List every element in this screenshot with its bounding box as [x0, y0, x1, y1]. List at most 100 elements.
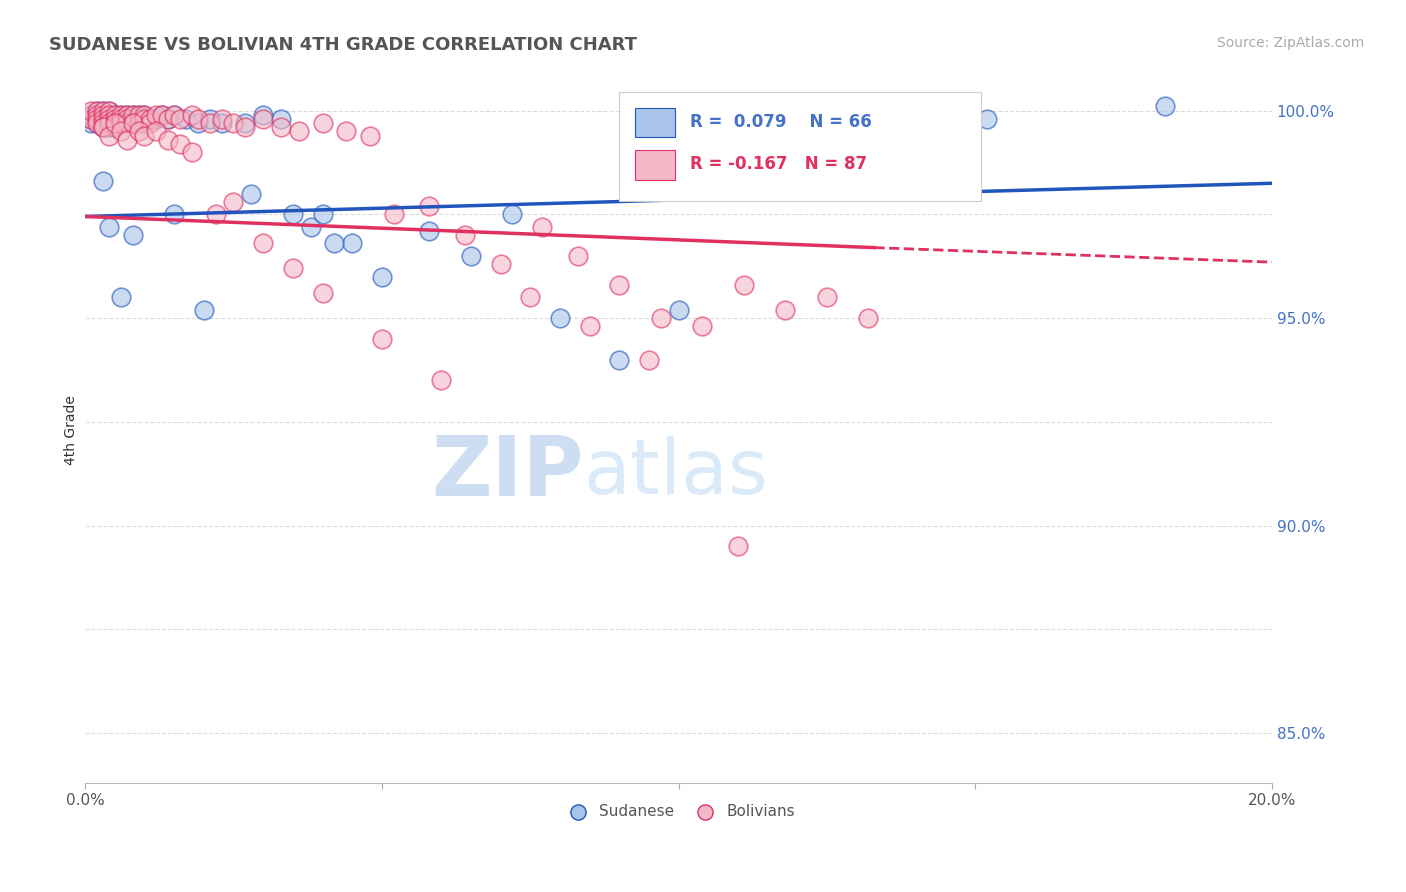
Point — [97, 108, 120, 122]
Point — [145, 124, 167, 138]
Point — [128, 108, 150, 122]
Point — [430, 373, 453, 387]
Point — [91, 112, 114, 126]
Y-axis label: 4th Grade: 4th Grade — [65, 395, 79, 465]
Point — [97, 120, 120, 135]
Point — [335, 124, 357, 138]
Point — [157, 112, 180, 126]
Point — [80, 112, 103, 126]
Point — [91, 103, 114, 118]
Text: ZIP: ZIP — [432, 432, 583, 513]
Point — [104, 116, 127, 130]
Point — [252, 236, 274, 251]
Point — [115, 108, 138, 122]
Point — [858, 311, 880, 326]
Point — [91, 120, 114, 135]
Point — [418, 199, 440, 213]
Point — [139, 116, 162, 130]
Point — [86, 108, 108, 122]
Point — [91, 116, 114, 130]
Point — [91, 103, 114, 118]
Point — [607, 277, 630, 292]
Point — [187, 116, 209, 130]
Point — [548, 311, 571, 326]
Point — [134, 108, 156, 122]
Point — [727, 540, 749, 554]
Point — [323, 236, 346, 251]
FancyBboxPatch shape — [634, 108, 675, 137]
Point — [163, 108, 186, 122]
Point — [91, 116, 114, 130]
Point — [115, 112, 138, 126]
Point — [115, 112, 138, 126]
Point — [311, 116, 333, 130]
Point — [91, 120, 114, 135]
Point — [340, 236, 363, 251]
Text: SUDANESE VS BOLIVIAN 4TH GRADE CORRELATION CHART: SUDANESE VS BOLIVIAN 4TH GRADE CORRELATI… — [49, 36, 637, 54]
Point — [134, 108, 156, 122]
Point — [567, 249, 589, 263]
Point — [157, 133, 180, 147]
Point — [134, 116, 156, 130]
Point — [128, 112, 150, 126]
Point — [169, 136, 191, 151]
Point — [80, 108, 103, 122]
Point — [80, 112, 103, 126]
Point — [281, 261, 304, 276]
Point — [104, 120, 127, 135]
Point — [121, 116, 143, 130]
Point — [174, 112, 197, 126]
Point — [97, 108, 120, 122]
Point — [115, 133, 138, 147]
Point — [775, 302, 797, 317]
Point — [607, 352, 630, 367]
Point — [97, 103, 120, 118]
Point — [163, 108, 186, 122]
Point — [222, 116, 245, 130]
Point — [211, 116, 233, 130]
Point — [91, 112, 114, 126]
Point — [489, 257, 512, 271]
Point — [115, 116, 138, 130]
Point — [115, 108, 138, 122]
Point — [86, 112, 108, 126]
Point — [97, 112, 120, 126]
Point — [460, 249, 482, 263]
Point — [235, 116, 257, 130]
Point — [134, 128, 156, 143]
Point — [110, 290, 132, 304]
Text: atlas: atlas — [583, 435, 769, 509]
Point — [86, 116, 108, 130]
Point — [97, 112, 120, 126]
Point — [359, 128, 381, 143]
Point — [382, 207, 405, 221]
Point — [86, 103, 108, 118]
Point — [299, 219, 322, 234]
Point — [121, 108, 143, 122]
Point — [104, 116, 127, 130]
Point — [252, 112, 274, 126]
Point — [157, 112, 180, 126]
Point — [86, 116, 108, 130]
Point — [110, 116, 132, 130]
Point — [91, 120, 114, 135]
Point — [270, 112, 292, 126]
Point — [650, 311, 672, 326]
Point — [252, 108, 274, 122]
Point — [235, 120, 257, 135]
Point — [134, 112, 156, 126]
Point — [91, 108, 114, 122]
Point — [150, 108, 173, 122]
Legend: Sudanese, Bolivians: Sudanese, Bolivians — [557, 797, 801, 825]
FancyBboxPatch shape — [619, 92, 981, 201]
Point — [139, 112, 162, 126]
Point — [110, 112, 132, 126]
Point — [104, 120, 127, 135]
Text: R = -0.167   N = 87: R = -0.167 N = 87 — [690, 155, 868, 173]
Point — [287, 124, 309, 138]
Point — [80, 108, 103, 122]
Point — [110, 112, 132, 126]
Point — [97, 116, 120, 130]
Point — [86, 103, 108, 118]
Point — [371, 269, 394, 284]
